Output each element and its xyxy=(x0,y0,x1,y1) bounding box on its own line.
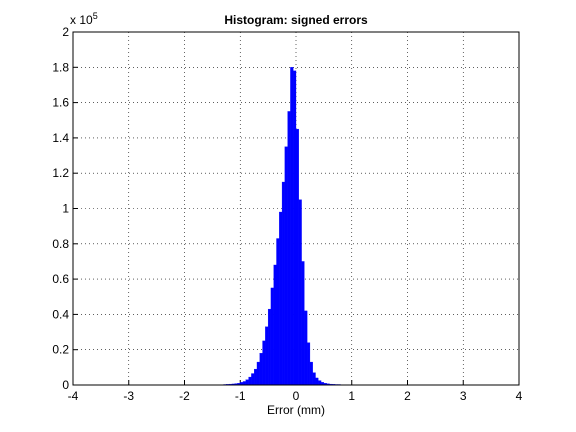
bar xyxy=(318,380,322,386)
y-multiplier: x 105 xyxy=(70,11,98,27)
x-tick-label: 2 xyxy=(404,389,411,403)
y-tick-label: 0 xyxy=(62,378,69,392)
y-tick-label: 0.8 xyxy=(52,237,69,251)
bar xyxy=(265,326,269,386)
x-tick-label: 4 xyxy=(516,389,523,403)
bar xyxy=(273,264,277,386)
x-tick-label: -4 xyxy=(68,389,79,403)
y-tick-label: 1.4 xyxy=(52,131,69,145)
bar xyxy=(262,340,266,386)
bar xyxy=(256,361,260,386)
bar xyxy=(279,211,283,386)
x-tick-label: 0 xyxy=(293,389,300,403)
x-tick-label: 3 xyxy=(460,389,467,403)
y-tick-label: 1 xyxy=(62,202,69,216)
bar xyxy=(315,377,319,386)
x-tick-label: -1 xyxy=(235,389,246,403)
y-tick-label: 1.6 xyxy=(52,96,69,110)
multiplier-exponent: 5 xyxy=(93,11,98,21)
multiplier-base: x 10 xyxy=(70,13,93,27)
x-tick-label: -2 xyxy=(179,389,190,403)
bar xyxy=(284,146,288,386)
bar xyxy=(306,342,311,386)
y-tick-label: 1.2 xyxy=(52,166,69,180)
y-tick-label: 2 xyxy=(62,25,69,39)
bar xyxy=(248,376,252,386)
bar xyxy=(270,287,274,386)
bar xyxy=(298,199,302,386)
x-tick-label: -3 xyxy=(123,389,134,403)
bar xyxy=(312,372,316,386)
axes-box xyxy=(72,31,520,386)
bar xyxy=(267,308,272,386)
bar xyxy=(295,128,299,386)
bar xyxy=(254,368,258,386)
bar xyxy=(251,373,255,386)
y-tick-label: 0.6 xyxy=(52,272,69,286)
y-tick-label: 0.4 xyxy=(52,307,69,321)
bar xyxy=(245,379,249,386)
bar xyxy=(281,181,285,386)
y-tick-label: 0.2 xyxy=(52,343,69,357)
bar xyxy=(290,67,294,386)
bar xyxy=(293,70,297,386)
bar xyxy=(309,361,313,386)
y-tick-label: 1.8 xyxy=(52,60,69,74)
bar xyxy=(259,353,263,386)
x-axis-label: Error (mm) xyxy=(267,403,325,417)
chart-title: Histogram: signed errors xyxy=(224,13,368,27)
bar xyxy=(301,261,305,386)
x-tick-label: 1 xyxy=(348,389,355,403)
bar xyxy=(304,310,308,386)
bar xyxy=(242,381,246,386)
bar xyxy=(287,111,291,386)
bar xyxy=(276,238,280,386)
